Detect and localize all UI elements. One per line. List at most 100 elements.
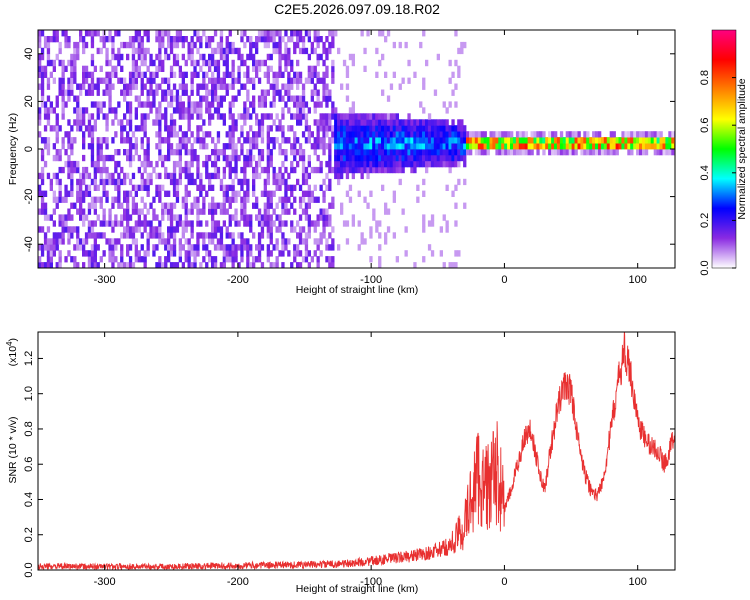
heatmap-cell	[389, 154, 394, 162]
heatmap-cell	[266, 226, 270, 233]
heatmap-cell	[111, 202, 115, 209]
heatmap-cell	[386, 143, 391, 150]
heatmap-cell	[70, 137, 74, 144]
heatmap-cell	[257, 208, 262, 215]
snr-x-tick-label: 0	[501, 576, 507, 588]
heatmap-cell	[252, 59, 256, 67]
heatmap-cell	[222, 149, 226, 156]
heatmap-cell	[234, 166, 238, 174]
heatmap-cell	[612, 131, 616, 138]
heatmap-cell	[146, 47, 150, 55]
heatmap-cell	[158, 101, 162, 108]
heatmap-cell	[427, 131, 432, 138]
heatmap-cell	[586, 149, 590, 156]
heatmap-cell	[269, 190, 273, 197]
heatmap-cell	[386, 149, 391, 156]
heatmap-cell	[169, 244, 174, 251]
heatmap-cell	[328, 143, 332, 150]
heatmap-cell	[260, 190, 265, 197]
heatmap-cell	[55, 53, 59, 61]
heatmap-cell	[82, 262, 86, 268]
heatmap-cell	[307, 131, 311, 138]
heatmap-cell	[266, 208, 270, 215]
heatmap-cell	[76, 101, 80, 108]
heatmap-cell	[126, 83, 130, 90]
heatmap-cell	[126, 41, 130, 49]
heatmap-cell	[219, 232, 224, 239]
heatmap-cell	[184, 172, 188, 180]
heatmap-cell	[630, 149, 634, 156]
heatmap-cell	[79, 30, 83, 37]
heatmap-cell	[269, 149, 273, 156]
heatmap-cell	[123, 226, 127, 233]
heatmap-cell	[331, 59, 335, 67]
heatmap-cell	[337, 119, 341, 126]
heatmap-cell	[378, 256, 382, 263]
heatmap-cell	[401, 208, 405, 215]
snr-x-label: Height of straight line (km)	[296, 583, 419, 595]
heatmap-cell	[413, 160, 417, 168]
heatmap-cell	[340, 208, 344, 215]
heatmap-cell	[310, 131, 314, 138]
heatmap-cell	[345, 119, 350, 126]
heatmap-cell	[184, 149, 188, 156]
heatmap-cell	[216, 131, 221, 138]
heatmap-cell	[316, 95, 320, 102]
heatmap-cell	[96, 77, 100, 84]
heatmap-cell	[345, 95, 350, 102]
heatmap-cell	[246, 238, 250, 245]
heatmap-cell	[246, 160, 250, 168]
heatmap-cell	[381, 89, 385, 96]
heatmap-cell	[38, 36, 42, 43]
heatmap-cell	[169, 41, 174, 49]
heatmap-cell	[134, 30, 138, 37]
heatmap-cell	[636, 149, 640, 156]
heatmap-cell	[84, 238, 89, 245]
heatmap-cell	[184, 184, 188, 191]
heatmap-cell	[296, 101, 300, 108]
heatmap-cell	[58, 184, 62, 191]
heatmap-cell	[360, 113, 364, 120]
heatmap-cell	[222, 196, 226, 203]
heatmap-cell	[386, 160, 391, 168]
heatmap-cell	[378, 244, 382, 251]
heatmap-cell	[257, 95, 262, 102]
heatmap-cell	[216, 59, 221, 67]
heatmap-cell	[143, 71, 147, 78]
heatmap-cell	[345, 149, 350, 156]
heatmap-cell	[255, 47, 259, 55]
heatmap-cell	[137, 226, 141, 233]
heatmap-cell	[474, 143, 479, 150]
heatmap-cell	[178, 113, 182, 120]
heatmap-cell	[187, 220, 191, 227]
heatmap-cell	[325, 83, 329, 90]
heatmap-cell	[269, 30, 273, 37]
heatmap-cell	[128, 101, 133, 108]
heatmap-cell	[108, 101, 112, 108]
heatmap-cell	[64, 41, 68, 49]
heatmap-cell	[489, 131, 493, 138]
heatmap-cell	[167, 154, 171, 162]
heatmap-cell	[181, 244, 185, 251]
heatmap-cell	[369, 232, 373, 239]
heatmap-cell	[404, 160, 408, 168]
heatmap-cell	[392, 196, 396, 203]
heatmap-cell	[70, 232, 74, 239]
heatmap-cell	[213, 232, 218, 239]
heatmap-cell	[407, 143, 411, 150]
heatmap-cell	[228, 41, 232, 49]
colorbar-tick-label: 0.8	[699, 70, 711, 85]
heatmap-cell	[146, 154, 150, 162]
heatmap-cell	[219, 95, 224, 102]
heatmap-cell	[196, 196, 200, 203]
heatmap-cell	[231, 137, 235, 144]
heatmap-cell	[293, 77, 297, 84]
colorbar-label: Normalized spectral amplitude	[736, 78, 748, 219]
heatmap-cell	[574, 131, 578, 138]
heatmap-cell	[307, 196, 311, 203]
heatmap-cell	[196, 137, 200, 144]
heatmap-cell	[76, 178, 80, 186]
heatmap-cell	[430, 119, 435, 126]
heatmap-cell	[260, 36, 265, 43]
heatmap-cell	[325, 160, 329, 168]
